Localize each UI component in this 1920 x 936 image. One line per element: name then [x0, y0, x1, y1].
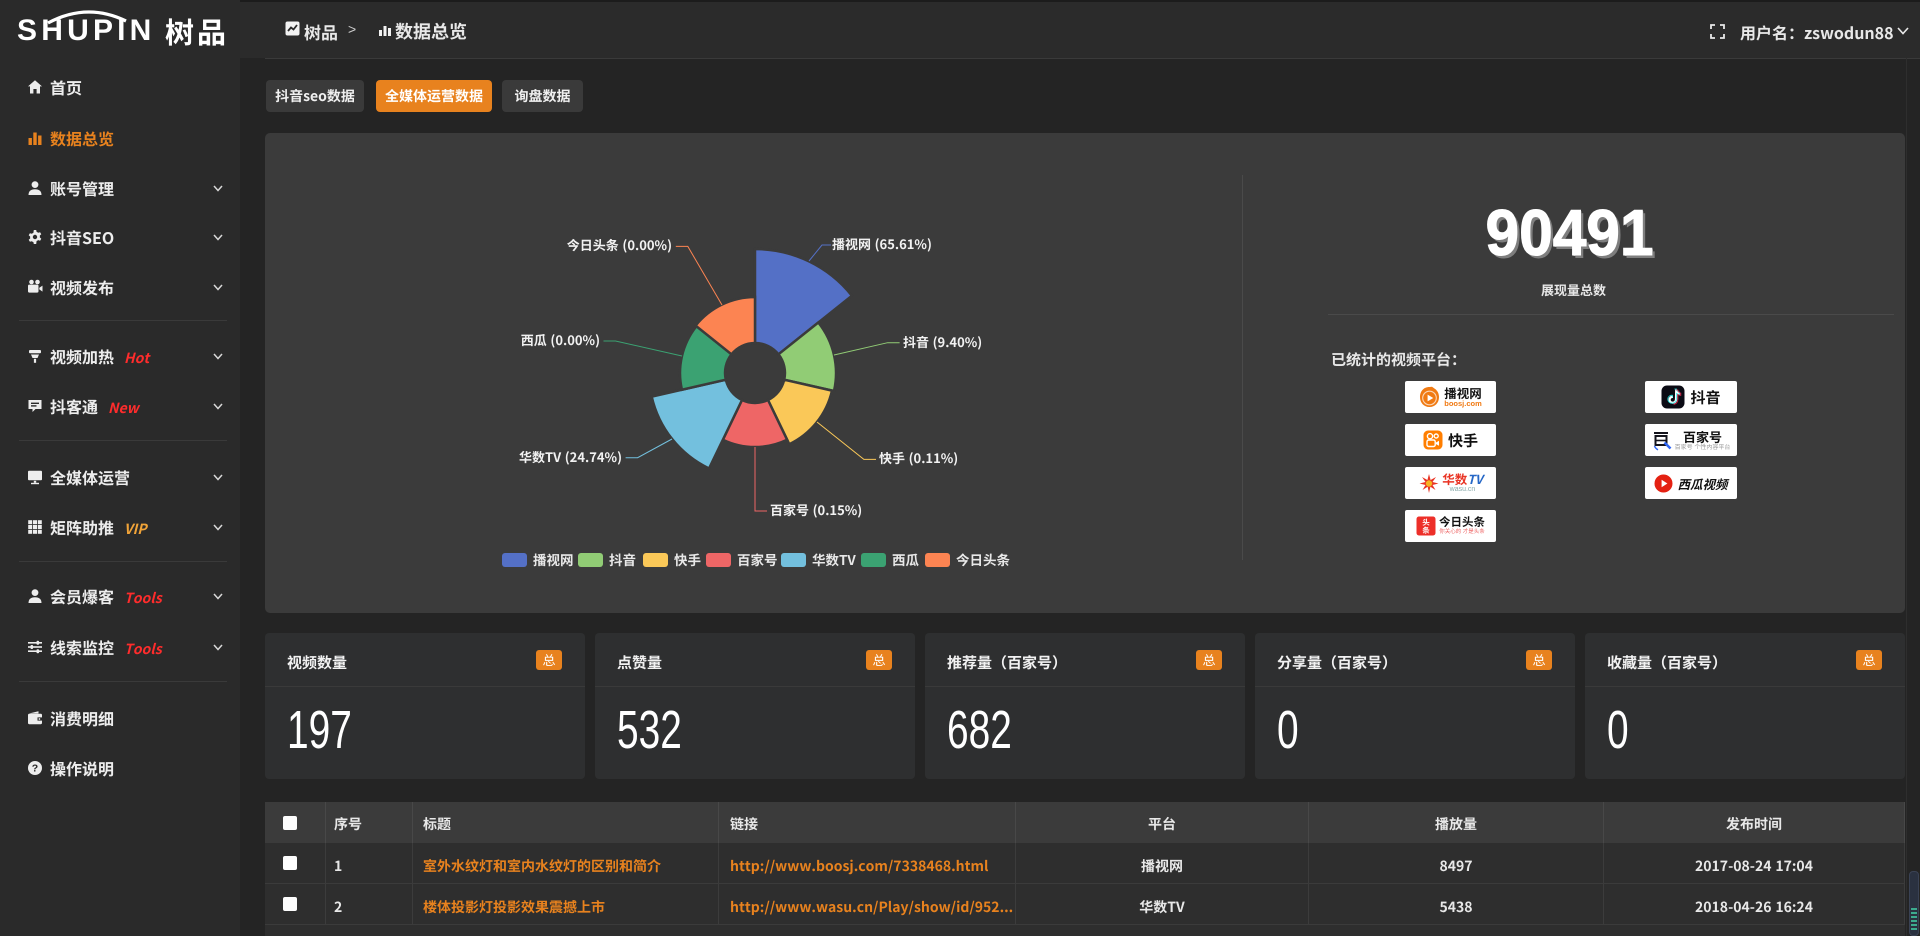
svg-text:播视网 (65.61%): 播视网 (65.61%): [832, 234, 932, 253]
svg-text:快手 (0.11%): 快手 (0.11%): [879, 448, 958, 467]
svg-text:今日头条: 今日头条: [956, 549, 1010, 569]
svg-text:头: 头: [1422, 517, 1430, 528]
svg-text:条: 条: [1422, 525, 1430, 536]
svg-text:快手: 快手: [674, 549, 701, 569]
svg-text:今日头条 (0.00%): 今日头条 (0.00%): [567, 235, 672, 254]
svg-text:抖音: 抖音: [609, 549, 636, 569]
svg-text:播视网: 播视网: [533, 549, 574, 569]
svg-text:?: ?: [32, 763, 38, 775]
svg-text:华数TV: 华数TV: [812, 549, 856, 569]
svg-text:百家号: 百家号: [737, 549, 778, 569]
svg-text:抖音 (9.40%): 抖音 (9.40%): [903, 332, 982, 351]
svg-text:西瓜: 西瓜: [892, 549, 920, 569]
svg-text:西瓜 (0.00%): 西瓜 (0.00%): [521, 330, 600, 349]
svg-text:华数TV (24.74%): 华数TV (24.74%): [519, 447, 622, 466]
svg-text:百家号 (0.15%): 百家号 (0.15%): [770, 500, 862, 519]
